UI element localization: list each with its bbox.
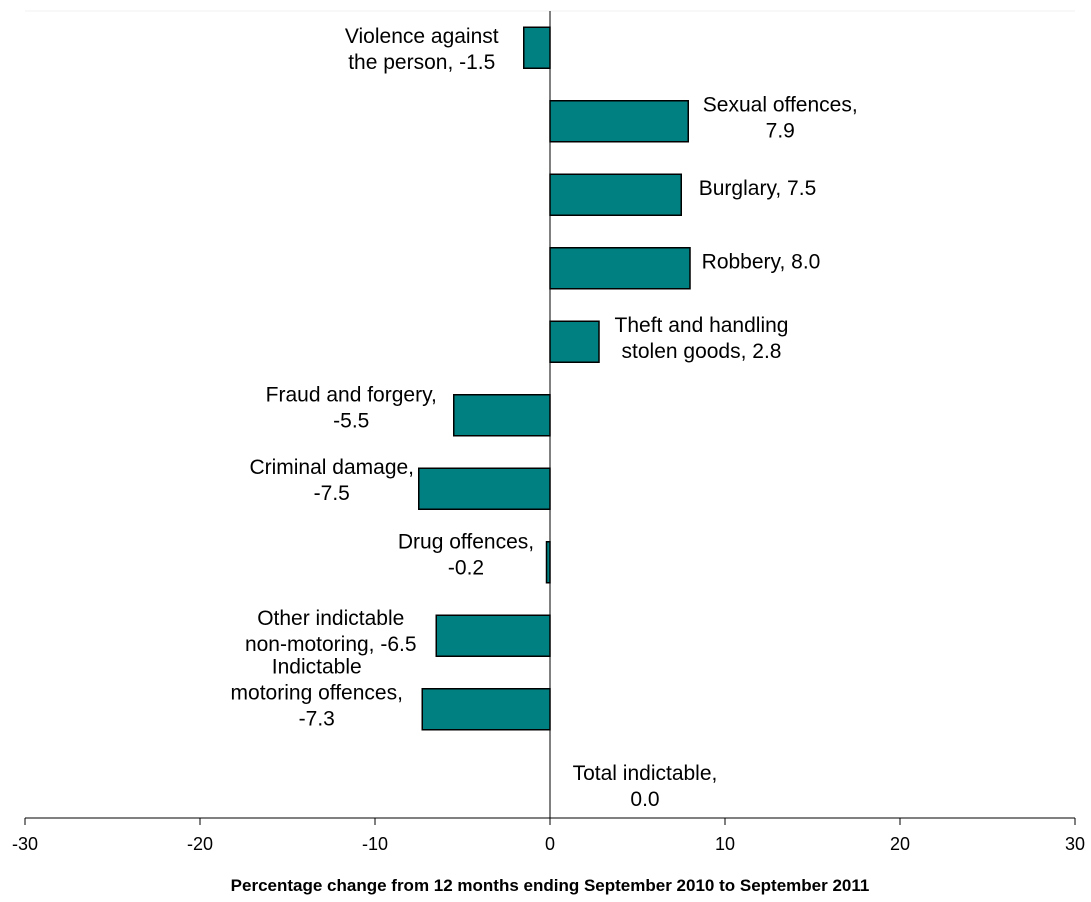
bar: [549, 320, 600, 363]
bar-data-label-line: Other indictable: [257, 607, 404, 630]
x-tick-label: 0: [545, 834, 555, 854]
bar-data-label: Indictable motoring offences, -7.3: [231, 655, 403, 730]
bar-data-label: Sexual offences, 7.9: [703, 93, 858, 142]
bars-group: [418, 26, 691, 731]
bar-data-label-line: -7.5: [314, 482, 350, 505]
bar-data-label: Total indictable, 0.0: [573, 762, 718, 811]
bar-data-label-line: -0.2: [448, 556, 484, 579]
bar-data-label-line: 7.9: [766, 119, 795, 142]
bar-data-label-line: Theft and handling: [615, 314, 789, 337]
bar: [435, 614, 551, 657]
x-axis-title: Percentage change from 12 months ending …: [231, 876, 870, 895]
bar-data-label: Violence against the person, -1.5: [345, 25, 499, 74]
bar: [549, 173, 682, 216]
bar: [418, 467, 551, 510]
x-tick-label: 10: [715, 834, 735, 854]
bar-data-label: Drug offences, -0.2: [398, 530, 534, 579]
bar-data-label: Robbery, 8.0: [702, 250, 821, 273]
bar: [549, 247, 691, 290]
bar-data-label-line: Indictable: [272, 655, 362, 678]
bar-data-label: Burglary, 7.5: [699, 177, 817, 200]
bar-data-label: Other indictable non-motoring, -6.5: [245, 607, 417, 656]
bar-data-label-line: Sexual offences,: [703, 93, 858, 116]
bar-data-label-line: Total indictable,: [573, 762, 718, 785]
x-tick-label: -30: [12, 834, 38, 854]
bar: [453, 394, 551, 437]
bar-data-label: Fraud and forgery, -5.5: [266, 383, 437, 432]
bar-data-label-line: Fraud and forgery,: [266, 383, 437, 406]
x-tick-label: 20: [890, 834, 910, 854]
bar-data-label-line: motoring offences,: [231, 681, 403, 704]
x-axis-ticks: -30 -20 -10 0 10 20 30: [12, 818, 1085, 854]
bar: [421, 688, 551, 731]
x-tick-label: -10: [362, 834, 388, 854]
bar: [545, 541, 551, 584]
bar-data-label-line: non-motoring, -6.5: [245, 633, 417, 656]
bar-data-label-line: -5.5: [333, 409, 369, 432]
bar-data-label-line: -7.3: [299, 707, 335, 730]
bar-data-label-line: stolen goods, 2.8: [622, 340, 782, 363]
bar-data-label: Theft and handling stolen goods, 2.8: [615, 314, 789, 363]
bar-data-label-line: Criminal damage,: [249, 456, 414, 479]
bar: [549, 100, 689, 143]
x-tick-label: 30: [1065, 834, 1085, 854]
bar-data-label-line: Robbery, 8.0: [702, 250, 821, 273]
x-tick-label: -20: [187, 834, 213, 854]
bar: [523, 26, 551, 69]
bar-data-label-line: the person, -1.5: [348, 51, 495, 74]
bar-data-label-line: Burglary, 7.5: [699, 177, 817, 200]
bar-data-label: Criminal damage, -7.5: [249, 456, 414, 505]
bar-labels-group: Violence against the person, -1.5 Sexual o…: [231, 25, 858, 811]
bar-data-label-line: Violence against: [345, 25, 499, 48]
bar-data-label-line: 0.0: [630, 788, 659, 811]
bar-data-label-line: Drug offences,: [398, 530, 534, 553]
